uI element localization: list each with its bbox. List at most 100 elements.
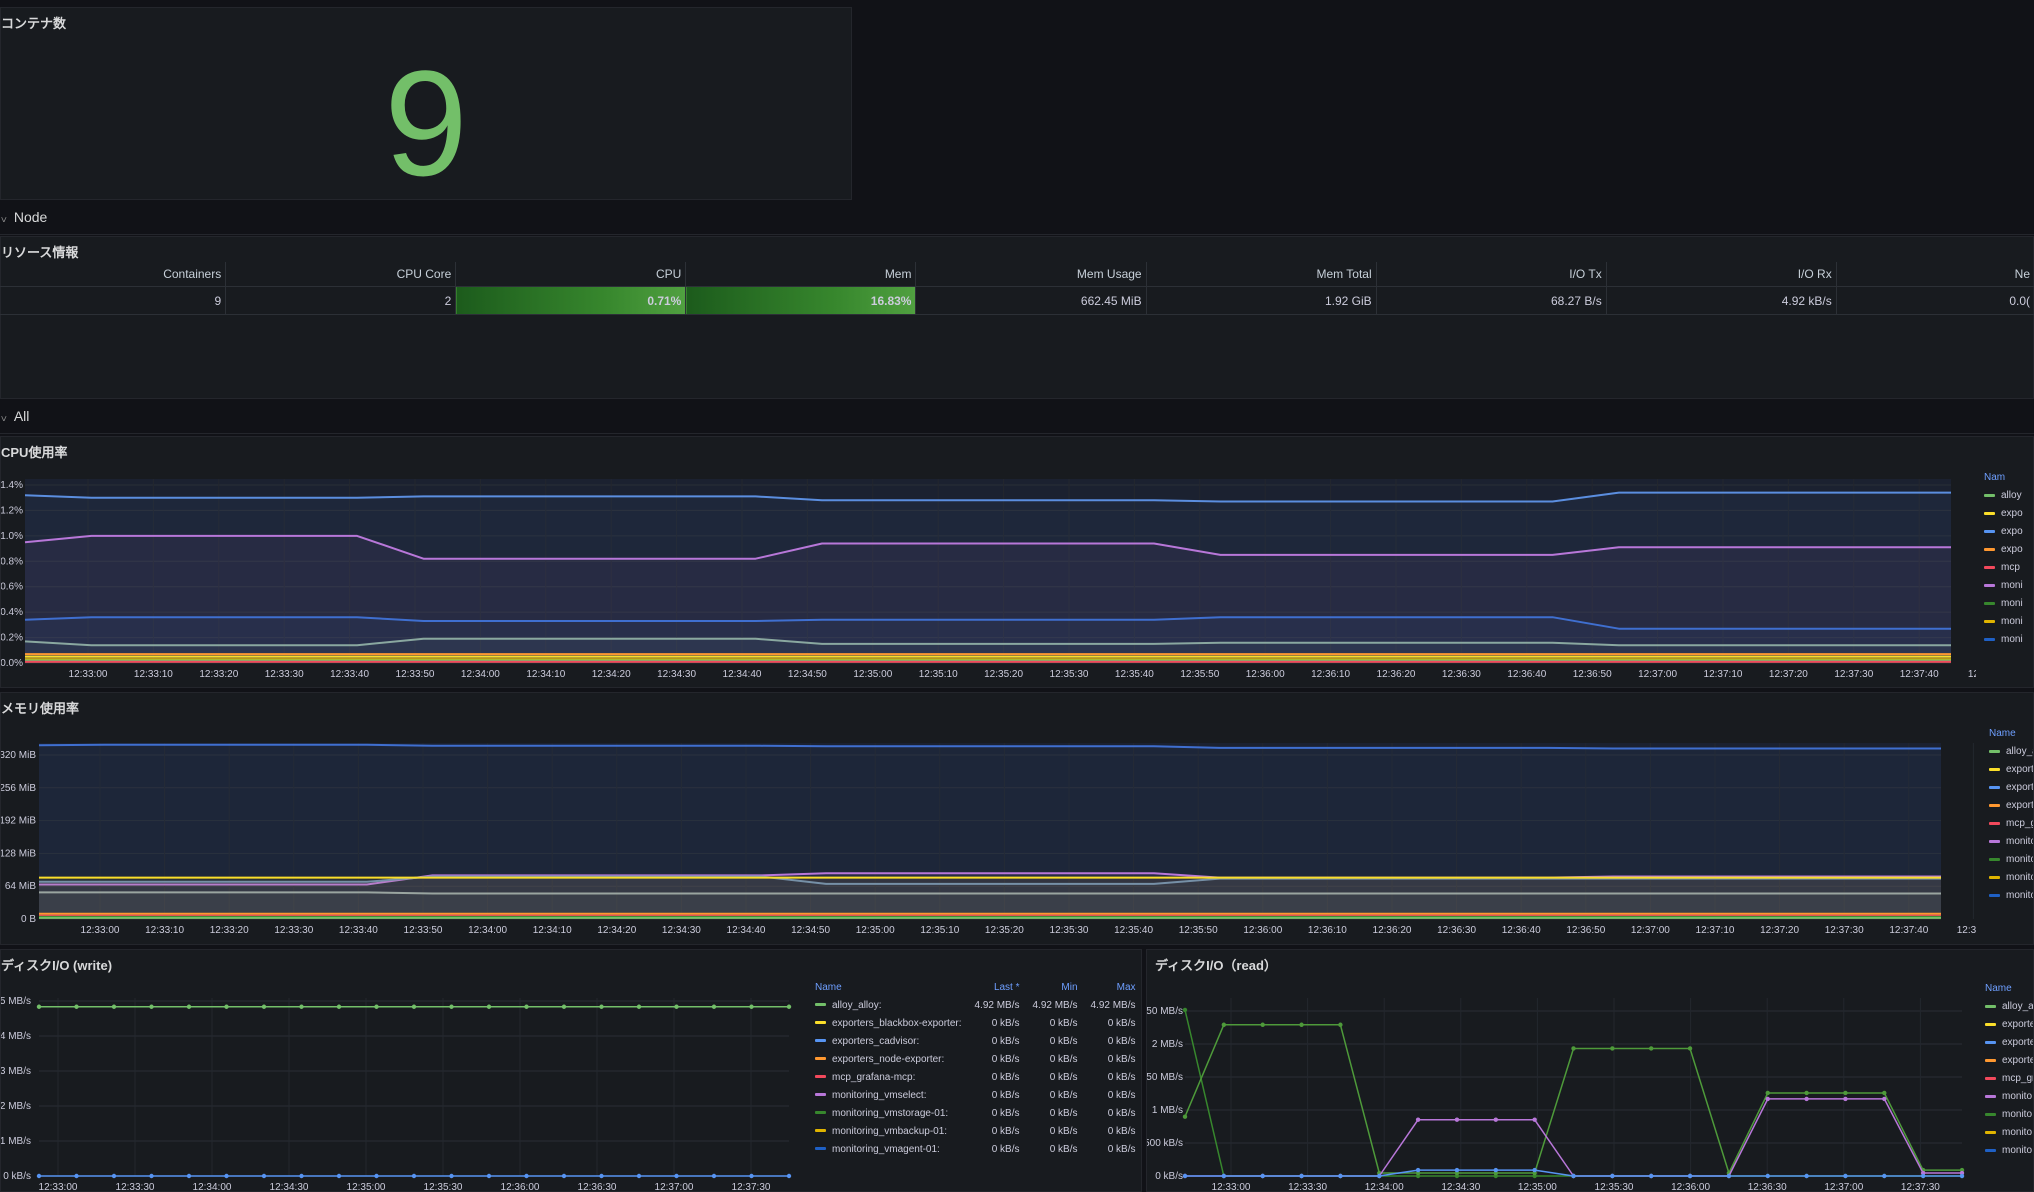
x-tick-label: 12:36:00 xyxy=(501,1182,540,1192)
legend-col-min[interactable]: Min xyxy=(1061,981,1078,993)
mem-title: メモリ使用率 xyxy=(1,701,80,716)
legend-item[interactable]: exporte xyxy=(1985,1034,2033,1052)
legend-row[interactable]: mcp_grafana-mcp: 0 kB/s 0 kB/s 0 kB/s xyxy=(811,1068,1140,1086)
legend-item[interactable]: monito xyxy=(1985,1142,2033,1160)
col-cpu[interactable]: CPU xyxy=(455,262,687,287)
series-swatch xyxy=(815,1003,826,1007)
legend-row[interactable]: exporters_node-exporter: 0 kB/s 0 kB/s 0 kB… xyxy=(811,1050,1140,1068)
legend-item[interactable]: exporte xyxy=(1985,1016,2033,1034)
cell-net: 0.0( xyxy=(1836,286,2034,315)
series-point xyxy=(1610,1173,1615,1179)
series-point xyxy=(711,1173,717,1179)
legend-item[interactable]: mcp_gr xyxy=(1985,1070,2033,1088)
legend-item[interactable]: exporte xyxy=(1989,797,2033,815)
legend-label: monito xyxy=(2002,1145,2033,1156)
x-tick-label: 12:34:30 xyxy=(270,1182,309,1192)
row-all[interactable]: > All xyxy=(0,408,29,424)
series-swatch xyxy=(1989,839,2000,843)
legend-max: 0 kB/s xyxy=(1107,1125,1136,1137)
x-tick-label: 12:34:00 xyxy=(1365,1182,1404,1192)
chevron-down-icon: > xyxy=(0,416,8,422)
legend-item[interactable]: monito xyxy=(1985,1106,2033,1124)
series-point xyxy=(524,1004,529,1009)
legend-label: exporters_blackbox-exporter: xyxy=(832,1017,962,1029)
legend-item[interactable]: monito xyxy=(1985,1088,2033,1106)
cpu-chart: 0.0% 0.2% 0.4% 0.6% 0.8% 1.0% 1.2% 1.4% 12:33:00… xyxy=(1,479,1976,680)
series-point xyxy=(449,1173,454,1179)
row-divider xyxy=(0,433,2034,434)
series-point xyxy=(674,1004,679,1009)
legend-label: alloy_all xyxy=(2002,1001,2034,1012)
legend-item[interactable]: mcp_g xyxy=(1989,815,2033,833)
series-point xyxy=(1843,1090,1848,1096)
col-cpu-core[interactable]: CPU Core xyxy=(225,262,457,287)
x-tick-label: 12:33:40 xyxy=(339,925,378,936)
series-swatch xyxy=(1984,565,1995,569)
series-swatch xyxy=(1989,857,2000,861)
legend-item[interactable]: monito xyxy=(1985,1124,2033,1142)
legend-name-cell: exporters_blackbox-exporter: xyxy=(811,1014,966,1032)
series-swatch xyxy=(1985,1094,1996,1098)
legend-label: monitoring_vmstorage-01: xyxy=(832,1107,949,1119)
legend-col-name[interactable]: Name xyxy=(815,981,842,993)
legend-row[interactable]: monitoring_vmselect: 0 kB/s 0 kB/s 0 kB/s xyxy=(811,1086,1140,1104)
legend-row[interactable]: alloy_alloy: 4.92 MB/s 4.92 MB/s 4.92 MB/s xyxy=(811,996,1140,1014)
cell-mem-total: 1.92 GiB xyxy=(1146,286,1377,315)
x-tick-label: 12:37:5 xyxy=(1957,925,1976,936)
x-tick-label: 12:37:30 xyxy=(732,1182,771,1192)
disk-write-legend: Name Last * Min Max alloy_alloy: 4.92 MB/… xyxy=(811,978,1140,1158)
cpu-panel: CPU使用率 0.0% 0.2% 0.4% 0.6% 0.8% 1.0% 1.2% 1.4% 1… xyxy=(0,436,2034,688)
legend-row[interactable]: monitoring_vmstorage-01: 0 kB/s 0 kB/s 0 kB… xyxy=(811,1104,1140,1122)
col-io-rx[interactable]: I/O Rx xyxy=(1606,262,1837,287)
legend-item[interactable]: moni xyxy=(1984,631,2023,649)
col-containers[interactable]: Containers xyxy=(0,262,227,287)
series-point xyxy=(1920,1173,1926,1179)
legend-item[interactable]: alloy xyxy=(1984,487,2023,505)
series-point xyxy=(786,1173,792,1179)
col-mem-total[interactable]: Mem Total xyxy=(1146,262,1377,287)
legend-item[interactable]: exporte xyxy=(1989,779,2033,797)
x-tick-label: 12:36:10 xyxy=(1311,669,1350,680)
y-tick-label: 0.2% xyxy=(1,633,23,644)
legend-item[interactable]: monito xyxy=(1989,887,2033,905)
x-tick-label: 12:33:50 xyxy=(404,925,443,936)
legend-item[interactable]: mcp xyxy=(1984,559,2023,577)
legend-item[interactable]: expo xyxy=(1984,523,2023,541)
col-mem[interactable]: Mem xyxy=(685,262,917,287)
series-point xyxy=(74,1173,79,1179)
legend-row[interactable]: exporters_blackbox-exporter: 0 kB/s 0 kB/s… xyxy=(811,1014,1140,1032)
legend-row[interactable]: exporters_cadvisor: 0 kB/s 0 kB/s 0 kB/s xyxy=(811,1032,1140,1050)
y-tick-label: 0.0% xyxy=(1,658,23,669)
series-swatch xyxy=(1984,619,1995,623)
series-swatch xyxy=(1985,1076,1996,1080)
legend-item[interactable]: alloy_a xyxy=(1989,743,2033,761)
col-net[interactable]: Ne xyxy=(1836,262,2034,287)
legend-header: Name xyxy=(1989,728,2016,739)
legend-item[interactable]: expo xyxy=(1984,541,2023,559)
series-point xyxy=(1299,1173,1304,1179)
plot-background xyxy=(25,479,1951,663)
legend-col-max[interactable]: Max xyxy=(1116,981,1136,993)
disk-read-panel: ディスクI/O（read） 0 kB/s 500 kB/s 1 MB/s 1.50 M… xyxy=(1146,949,2034,1192)
legend-row[interactable]: monitoring_vmbackup-01: 0 kB/s 0 kB/s 0 kB/… xyxy=(811,1122,1140,1140)
legend-item[interactable]: alloy_all xyxy=(1985,998,2034,1016)
legend-item[interactable]: expo xyxy=(1984,505,2023,523)
legend-item[interactable]: exporte xyxy=(1989,761,2033,779)
legend-item[interactable]: exporte xyxy=(1985,1052,2033,1070)
legend-item[interactable]: monito xyxy=(1989,851,2033,869)
legend-item[interactable]: moni xyxy=(1984,595,2023,613)
legend-col-last[interactable]: Last * xyxy=(993,981,1020,993)
legend-item[interactable]: monito xyxy=(1989,869,2033,887)
series-point xyxy=(111,1173,117,1179)
legend-label: moni xyxy=(2001,580,2023,591)
col-mem-usage[interactable]: Mem Usage xyxy=(915,262,1147,287)
x-tick-label: 12:36:00 xyxy=(1243,925,1282,936)
legend-item[interactable]: moni xyxy=(1984,577,2023,595)
legend-row[interactable]: monitoring_vmagent-01: 0 kB/s 0 kB/s 0 kB/s xyxy=(811,1140,1140,1158)
series-point xyxy=(1493,1117,1498,1122)
y-tick-label: 2 MB/s xyxy=(1,1101,31,1112)
legend-item[interactable]: moni xyxy=(1984,613,2023,631)
legend-item[interactable]: monito xyxy=(1989,833,2033,851)
col-io-tx[interactable]: I/O Tx xyxy=(1376,262,1607,287)
row-node[interactable]: > Node xyxy=(0,209,47,225)
